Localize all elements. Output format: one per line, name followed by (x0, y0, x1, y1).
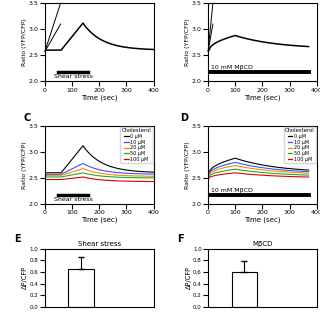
Bar (68, 269, 94, 307)
Legend: 0 μM, 10 μM, 20 μM, 50 μM, 100 μM: 0 μM, 10 μM, 20 μM, 50 μM, 100 μM (284, 127, 316, 163)
Text: 10 mM MβCD: 10 mM MβCD (211, 188, 252, 193)
Title: Shear stress: Shear stress (78, 241, 121, 247)
Text: F: F (178, 234, 184, 244)
Text: D: D (180, 113, 188, 123)
Text: E: E (14, 234, 21, 244)
X-axis label: Time (sec): Time (sec) (244, 94, 281, 100)
Y-axis label: Ratio (YFP/CFP): Ratio (YFP/CFP) (22, 19, 27, 66)
Text: C: C (23, 113, 30, 123)
X-axis label: Time (sec): Time (sec) (81, 94, 117, 100)
Text: Shear stress: Shear stress (54, 197, 93, 202)
X-axis label: Time (sec): Time (sec) (244, 217, 281, 223)
Y-axis label: Ratio (YFP/CFP): Ratio (YFP/CFP) (186, 19, 190, 66)
Bar (232, 272, 257, 307)
Title: MβCD: MβCD (252, 241, 273, 247)
Text: Shear stress: Shear stress (54, 74, 93, 79)
Legend: 0 μM, 10 μM, 20 μM, 50 μM, 100 μM: 0 μM, 10 μM, 20 μM, 50 μM, 100 μM (120, 127, 153, 163)
X-axis label: Time (sec): Time (sec) (81, 217, 117, 223)
Y-axis label: ΔP/CFP: ΔP/CFP (186, 266, 192, 289)
Y-axis label: Ratio (YFP/CFP): Ratio (YFP/CFP) (22, 141, 27, 189)
Text: 10 mM MβCD: 10 mM MβCD (211, 65, 252, 70)
Y-axis label: Ratio (YFP/CFP): Ratio (YFP/CFP) (186, 141, 190, 189)
Y-axis label: ΔP/CFP: ΔP/CFP (22, 266, 28, 289)
